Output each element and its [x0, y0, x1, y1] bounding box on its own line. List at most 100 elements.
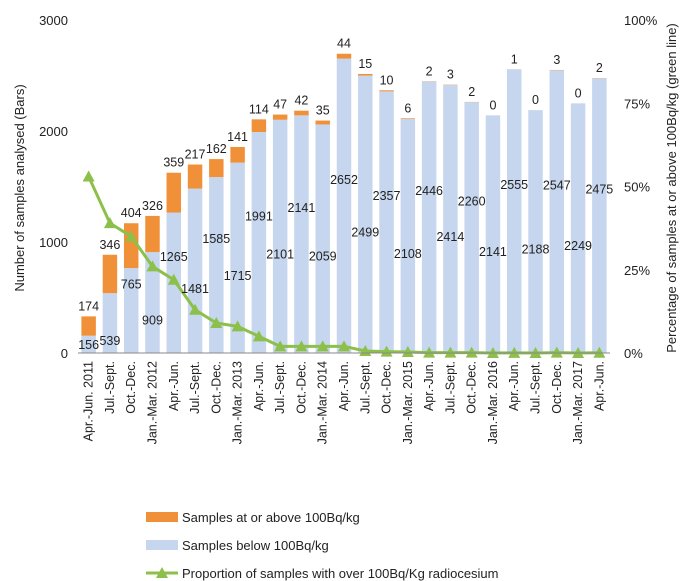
bar-above [358, 73, 373, 76]
bars [81, 53, 607, 354]
bar-below [379, 91, 394, 354]
category-label: Jul.-Sept. [103, 361, 117, 414]
label-above: 174 [78, 299, 99, 313]
proportion-marker [125, 230, 138, 242]
bar-above [187, 164, 203, 189]
label-above: 2 [596, 61, 603, 75]
category-label: Jul.-Sept. [188, 361, 202, 414]
legend-swatch-below [146, 540, 178, 550]
label-above: 15 [358, 57, 372, 71]
bar-below [421, 81, 437, 353]
label-below: 539 [99, 334, 120, 348]
label-below: 2108 [394, 247, 422, 261]
bar-below [528, 110, 543, 353]
y2-axis-ticks: 0% 25% 50% 75% 100% [624, 13, 658, 361]
y-tick-label: 2000 [39, 124, 68, 139]
label-below: 2141 [479, 245, 507, 259]
y2-tick-label: 100% [624, 13, 658, 28]
label-above: 0 [575, 86, 582, 100]
label-below: 2446 [415, 184, 443, 198]
label-above: 141 [227, 130, 248, 144]
proportion-marker [401, 346, 414, 358]
label-below: 765 [121, 278, 142, 292]
legend: Samples at or above 100Bq/kg Samples bel… [146, 510, 499, 581]
bar-below [272, 119, 288, 353]
category-label: Jan.-Mar. 2016 [486, 361, 500, 444]
bar-above [336, 53, 352, 59]
label-below: 2475 [585, 183, 613, 197]
category-label: Oct.-Dec. [465, 361, 479, 414]
bar-above [102, 254, 118, 294]
data-labels: 1741563465394047653269093591265217148116… [78, 37, 613, 352]
label-below: 2547 [543, 179, 571, 193]
bar-below [570, 103, 586, 354]
y-axis-ticks: 0 1000 2000 3000 [39, 13, 68, 361]
label-above: 217 [185, 148, 206, 162]
bar-below [294, 115, 309, 353]
category-label: Jul.-Sept. [443, 361, 457, 414]
legend-marker-proportion [156, 567, 168, 578]
bar-above [230, 146, 245, 163]
category-label: Jan.-Mar. 2012 [145, 361, 159, 444]
category-label: Oct.-Dec. [380, 361, 394, 414]
label-above: 2 [426, 64, 433, 78]
label-above: 44 [337, 37, 351, 51]
label-below: 1715 [224, 269, 252, 283]
bar-above [272, 114, 288, 120]
label-above: 359 [163, 156, 184, 170]
label-above: 3 [553, 53, 560, 67]
label-below: 1265 [160, 250, 188, 264]
y-tick-label: 3000 [39, 13, 68, 28]
bar-above [400, 118, 416, 120]
label-below: 1991 [245, 209, 273, 223]
label-above: 326 [142, 199, 163, 213]
label-below: 2141 [288, 201, 316, 215]
category-label: Oct.-Dec. [124, 361, 138, 414]
proportion-marker [465, 346, 478, 358]
y-axis-title: Number of samples analysed (Bars) [12, 84, 27, 291]
label-below: 2260 [458, 195, 486, 209]
label-above: 114 [249, 102, 269, 116]
category-label: Jan.-Mar. 2015 [401, 361, 415, 444]
label-above: 346 [99, 238, 120, 252]
category-label: Apr.-Jun. 2011 [82, 361, 96, 441]
bar-above [209, 159, 224, 178]
label-above: 2 [468, 85, 475, 99]
label-below: 2555 [500, 178, 528, 192]
category-label: Apr.-Jun. [507, 361, 521, 411]
proportion-marker [103, 217, 116, 229]
label-below: 2249 [564, 239, 592, 253]
label-above: 6 [404, 101, 411, 115]
proportion-marker [316, 340, 329, 352]
label-below: 2414 [436, 230, 464, 244]
bar-below [123, 268, 139, 353]
category-label: Apr.-Jun. [252, 361, 266, 411]
label-above: 162 [206, 142, 227, 156]
proportion-marker [593, 346, 606, 358]
bar-below [336, 58, 352, 354]
category-label: Jul.-Sept. [273, 361, 287, 414]
proportion-marker [274, 340, 287, 352]
bar-above [379, 90, 394, 92]
bar-above [166, 172, 181, 213]
bar-below [443, 85, 458, 354]
bar-below [507, 69, 522, 354]
bar-above [294, 110, 309, 116]
y2-axis-title: Percentage of samples at or above 100Bq/… [664, 23, 679, 353]
bar-below [145, 252, 160, 353]
label-below: 2188 [522, 243, 550, 257]
category-label: Apr.-Jun. [337, 361, 351, 411]
proportion-marker [295, 340, 308, 352]
proportion-marker [82, 170, 95, 182]
legend-label-above: Samples at or above 100Bq/kg [182, 510, 360, 525]
label-above: 0 [532, 93, 539, 107]
bar-below [102, 293, 118, 353]
bar-above [251, 119, 267, 132]
proportion-marker [231, 320, 244, 332]
y-tick-label: 1000 [39, 235, 68, 250]
y2-tick-label: 75% [624, 96, 650, 111]
category-label: Jul.-Sept. [358, 361, 372, 414]
label-below: 2101 [266, 247, 294, 261]
bar-below [400, 119, 416, 354]
